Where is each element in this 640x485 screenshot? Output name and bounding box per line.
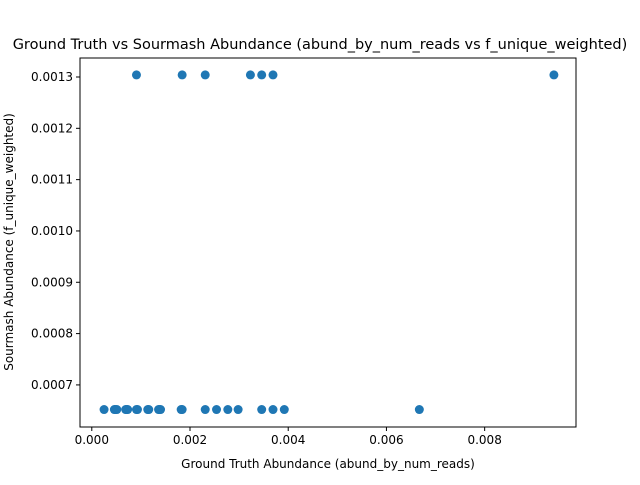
y-tick-label: 0.0010: [31, 224, 73, 238]
data-points: [99, 70, 559, 415]
x-tick-label: 0.008: [467, 433, 501, 447]
chart-title: Ground Truth vs Sourmash Abundance (abun…: [13, 37, 628, 53]
y-axis-label: Sourmash Abundance (f_unique_weighted): [2, 113, 16, 371]
data-point: [268, 405, 278, 415]
data-point: [99, 405, 109, 415]
y-tick-label: 0.0007: [31, 378, 73, 392]
x-tick-label: 0.006: [369, 433, 403, 447]
data-point: [200, 405, 210, 415]
x-axis-label: Ground Truth Abundance (abund_by_num_rea…: [181, 457, 475, 471]
data-point: [177, 70, 187, 80]
x-tick-label: 0.002: [173, 433, 207, 447]
x-axis-ticks: 0.000 0.002 0.004 0.006 0.008: [75, 427, 502, 447]
data-point: [223, 405, 233, 415]
data-point: [177, 405, 187, 415]
data-point: [268, 70, 278, 80]
data-point: [279, 405, 289, 415]
y-axis-ticks: 0.0007 0.0008 0.0009 0.0010 0.0011 0.0012 0.00…: [31, 70, 80, 392]
y-tick-label: 0.0009: [31, 275, 73, 289]
data-point: [212, 405, 222, 415]
x-tick-label: 0.004: [271, 433, 305, 447]
data-point: [123, 405, 133, 415]
data-point: [257, 70, 267, 80]
y-tick-label: 0.0011: [31, 173, 73, 187]
data-point: [144, 405, 154, 415]
data-point: [200, 70, 210, 80]
y-tick-label: 0.0008: [31, 327, 73, 341]
plot-frame: [79, 57, 577, 428]
y-tick-label: 0.0013: [31, 70, 73, 84]
data-point: [156, 405, 166, 415]
y-tick-label: 0.0012: [31, 121, 73, 135]
data-point: [132, 405, 142, 415]
data-point: [131, 70, 141, 80]
data-point: [233, 405, 243, 415]
x-tick-label: 0.000: [75, 433, 109, 447]
data-point: [112, 405, 122, 415]
data-point: [414, 405, 424, 415]
data-point: [245, 70, 255, 80]
data-point: [549, 70, 559, 80]
data-point: [257, 405, 267, 415]
